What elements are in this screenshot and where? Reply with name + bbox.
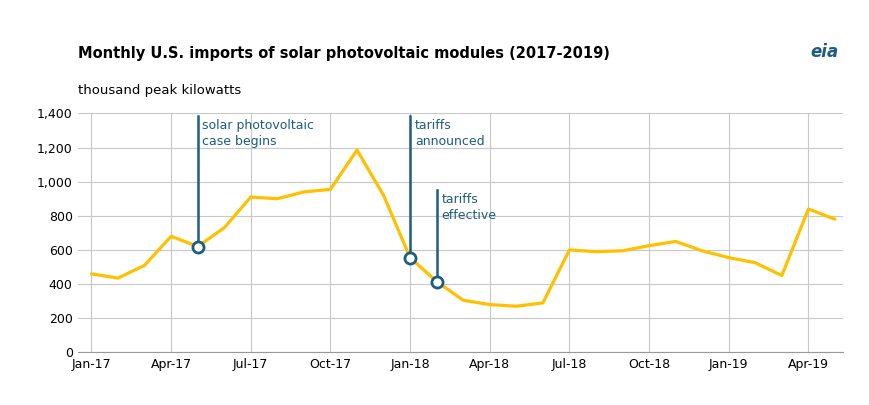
Text: Monthly U.S. imports of solar photovoltaic modules (2017-2019): Monthly U.S. imports of solar photovolta… <box>78 46 610 61</box>
Text: thousand peak kilowatts: thousand peak kilowatts <box>78 84 242 97</box>
Text: tariffs
effective: tariffs effective <box>441 193 496 222</box>
Text: tariffs
announced: tariffs announced <box>415 119 485 148</box>
Text: solar photovoltaic
case begins: solar photovoltaic case begins <box>202 119 315 148</box>
Text: eia: eia <box>810 43 839 61</box>
